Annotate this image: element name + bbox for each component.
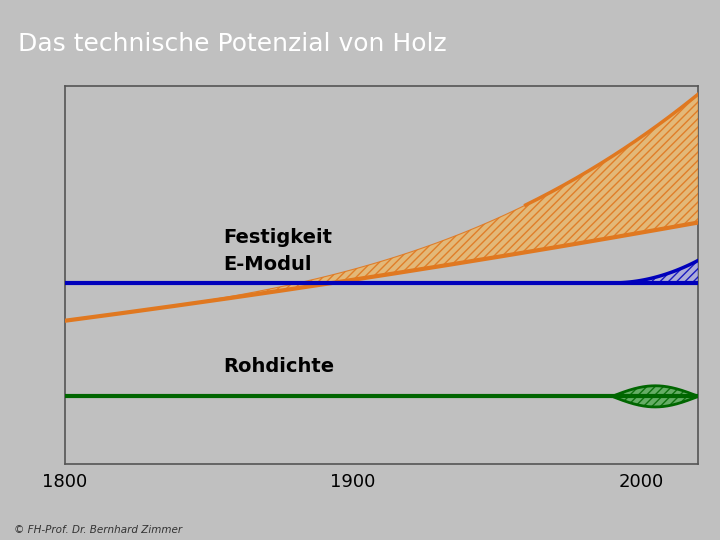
Text: E-Modul: E-Modul <box>223 254 312 274</box>
Polygon shape <box>132 94 698 312</box>
Text: Festigkeit: Festigkeit <box>223 228 332 247</box>
Polygon shape <box>624 260 698 283</box>
Polygon shape <box>612 386 698 407</box>
Text: Das technische Potenzial von Holz: Das technische Potenzial von Holz <box>18 32 446 56</box>
Text: © FH-Prof. Dr. Bernhard Zimmer: © FH-Prof. Dr. Bernhard Zimmer <box>14 524 183 535</box>
Text: Rohdichte: Rohdichte <box>223 356 334 376</box>
